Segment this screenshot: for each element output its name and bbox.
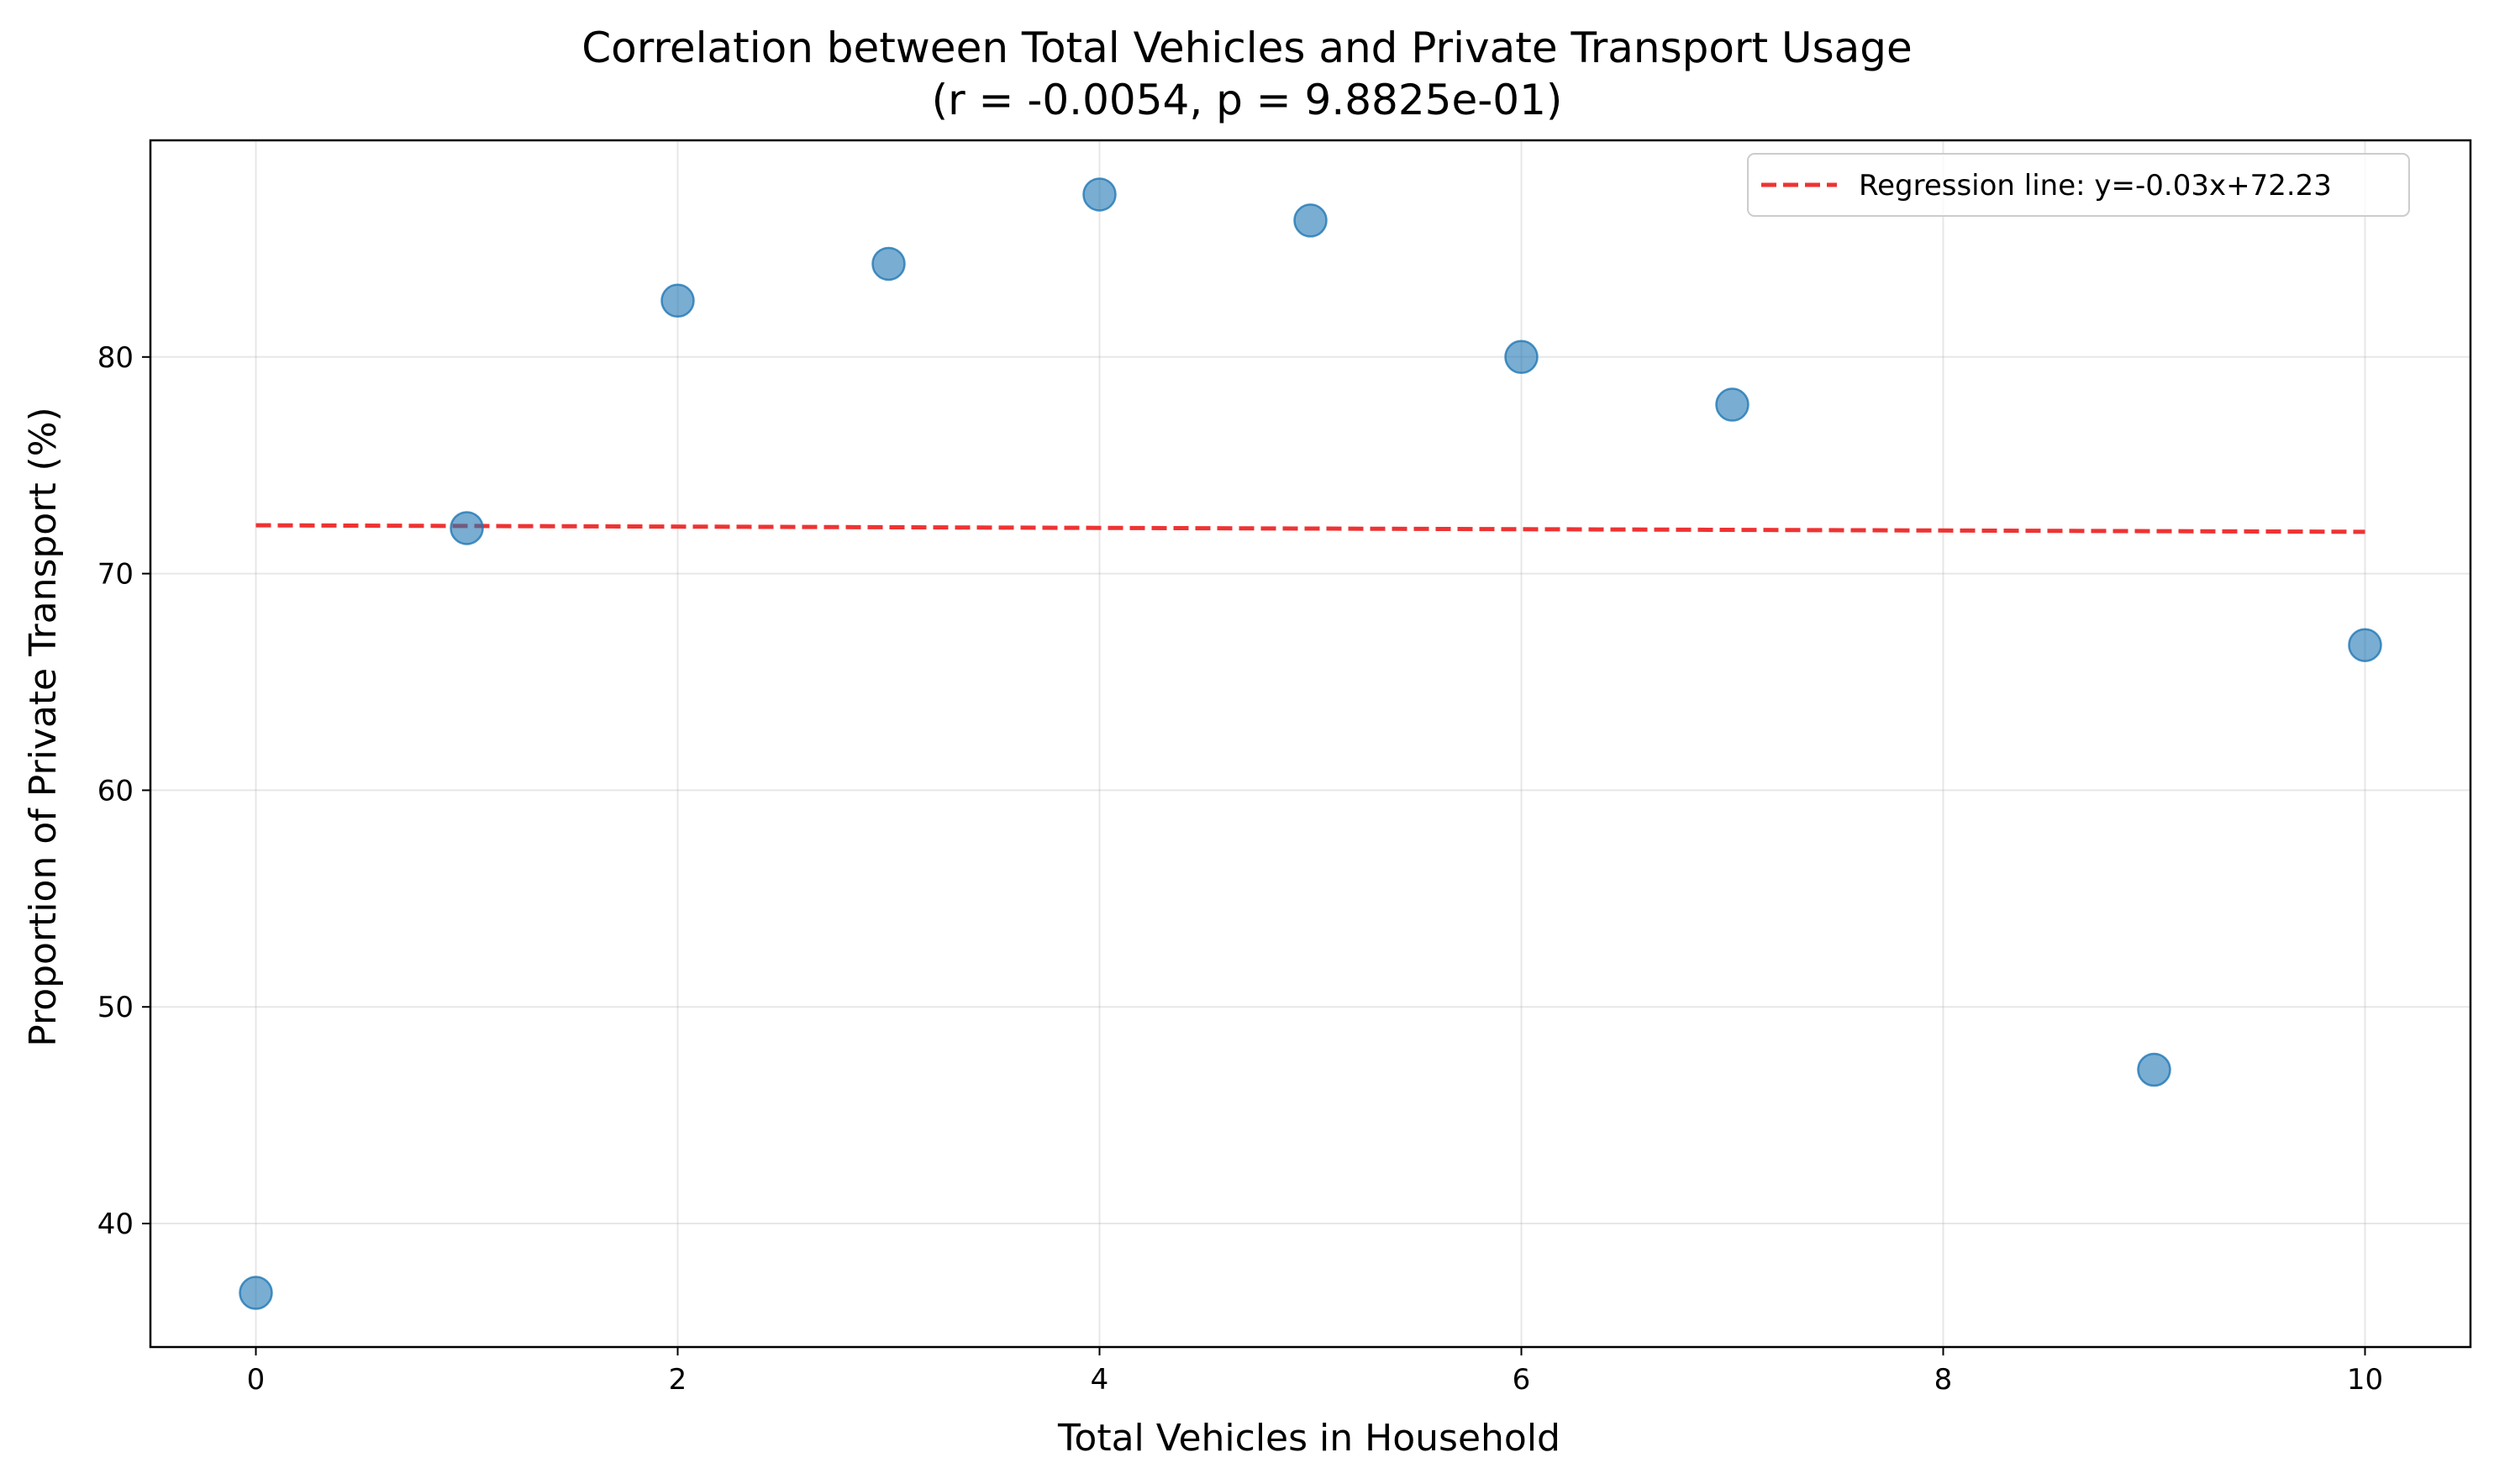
scatter-point <box>2137 1052 2171 1087</box>
scatter-point <box>450 511 484 545</box>
y-tick-label: 80 <box>97 341 134 375</box>
legend-box <box>1747 153 2410 217</box>
scatter-point <box>1082 177 1117 212</box>
scatter-point <box>2348 628 2382 662</box>
axes <box>149 139 2472 1349</box>
regression-line <box>255 523 2365 534</box>
x-tick-label: 10 <box>2347 1363 2383 1397</box>
y-tick-label: 50 <box>97 991 134 1024</box>
grid-lines <box>150 140 2470 1347</box>
legend-label: Regression line: y=-0.03x+72.23 <box>1859 169 2332 203</box>
regression-layer <box>255 523 2365 534</box>
x-tick-label: 2 <box>669 1363 687 1397</box>
scatter-point <box>1715 387 1749 422</box>
legend: Regression line: y=-0.03x+72.23 <box>1747 153 2410 217</box>
x-tick-label: 0 <box>247 1363 266 1397</box>
x-tick-label: 4 <box>1091 1363 1109 1397</box>
scatter-point <box>239 1276 273 1310</box>
x-tick-label: 6 <box>1513 1363 1531 1397</box>
data-points <box>239 177 2382 1310</box>
y-tick-label: 70 <box>97 558 134 592</box>
x-axis-label: Total Vehicles in Household <box>1057 1417 1560 1460</box>
y-tick-label: 60 <box>97 774 134 808</box>
ticks: 0 2 4 6 8 10 40 50 60 70 80 <box>97 341 2383 1397</box>
y-tick-label: 40 <box>97 1208 134 1241</box>
scatter-point <box>871 246 906 282</box>
plot-frame <box>149 139 2472 1349</box>
scatter-point <box>1504 339 1539 375</box>
scatter-point <box>660 283 695 318</box>
x-tick-label: 8 <box>1934 1363 1953 1397</box>
y-axis-label: Proportion of Private Transport (%) <box>22 407 65 1046</box>
chart-title: Correlation between Total Vehicles and P… <box>581 24 1913 72</box>
chart-subtitle: (r = -0.0054, p = 9.8825e-01) <box>932 76 1563 124</box>
scatter-point <box>1293 203 1328 238</box>
